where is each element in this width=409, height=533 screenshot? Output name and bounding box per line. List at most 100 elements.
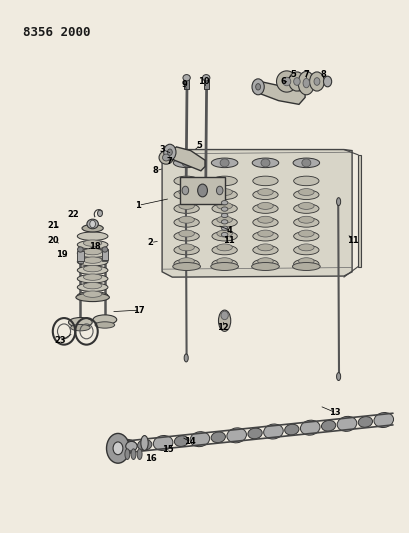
Circle shape — [323, 76, 331, 87]
Ellipse shape — [178, 203, 194, 209]
Ellipse shape — [182, 75, 190, 81]
Ellipse shape — [173, 190, 199, 199]
Bar — [101, 249, 108, 260]
Ellipse shape — [257, 258, 272, 265]
Ellipse shape — [220, 311, 228, 320]
Text: 11: 11 — [346, 237, 358, 246]
Ellipse shape — [252, 190, 277, 199]
Text: 12: 12 — [217, 323, 229, 332]
Ellipse shape — [102, 247, 108, 252]
Ellipse shape — [211, 217, 237, 227]
Ellipse shape — [174, 436, 188, 447]
Ellipse shape — [357, 417, 372, 427]
Ellipse shape — [336, 198, 340, 206]
Ellipse shape — [218, 310, 230, 332]
Ellipse shape — [83, 265, 101, 272]
Ellipse shape — [159, 151, 173, 164]
Ellipse shape — [184, 354, 188, 362]
Ellipse shape — [263, 424, 283, 439]
Ellipse shape — [172, 263, 200, 270]
Ellipse shape — [126, 441, 137, 451]
Text: 17: 17 — [133, 305, 144, 314]
Ellipse shape — [221, 232, 227, 237]
Bar — [357, 155, 361, 266]
Bar — [77, 251, 83, 261]
Ellipse shape — [87, 219, 98, 229]
Ellipse shape — [93, 315, 117, 325]
Polygon shape — [167, 147, 204, 171]
Ellipse shape — [293, 78, 299, 85]
Circle shape — [252, 79, 264, 95]
Ellipse shape — [178, 258, 194, 265]
Ellipse shape — [141, 435, 148, 450]
Text: 5: 5 — [289, 70, 295, 78]
Ellipse shape — [83, 291, 101, 297]
Circle shape — [255, 84, 260, 90]
Ellipse shape — [211, 231, 237, 241]
Text: 10: 10 — [198, 77, 209, 86]
Ellipse shape — [173, 176, 199, 185]
Ellipse shape — [216, 230, 232, 237]
Circle shape — [167, 149, 172, 156]
Circle shape — [197, 184, 207, 197]
Bar — [102, 252, 107, 261]
Ellipse shape — [211, 432, 225, 442]
Text: 8: 8 — [320, 70, 326, 78]
Text: 13: 13 — [328, 408, 340, 417]
Ellipse shape — [257, 203, 272, 209]
Text: 8: 8 — [152, 166, 157, 175]
Ellipse shape — [298, 189, 313, 196]
Ellipse shape — [221, 220, 227, 224]
Ellipse shape — [252, 158, 278, 167]
Ellipse shape — [309, 72, 324, 91]
Ellipse shape — [216, 203, 232, 209]
Ellipse shape — [293, 217, 318, 227]
Ellipse shape — [252, 259, 277, 269]
Ellipse shape — [302, 78, 309, 88]
Ellipse shape — [373, 413, 393, 427]
Ellipse shape — [252, 245, 277, 255]
Circle shape — [106, 433, 129, 463]
Text: 6: 6 — [280, 77, 286, 86]
Text: 14: 14 — [183, 438, 195, 447]
Ellipse shape — [293, 231, 318, 241]
Ellipse shape — [284, 424, 298, 435]
Ellipse shape — [137, 440, 151, 450]
Ellipse shape — [216, 244, 232, 251]
Ellipse shape — [68, 318, 92, 327]
Polygon shape — [253, 82, 304, 104]
Ellipse shape — [83, 248, 101, 255]
Text: 1: 1 — [134, 201, 140, 210]
Text: 21: 21 — [47, 221, 59, 230]
Text: 7: 7 — [166, 157, 171, 166]
Ellipse shape — [293, 259, 318, 269]
Bar — [203, 78, 208, 90]
Ellipse shape — [77, 292, 108, 300]
Ellipse shape — [288, 72, 304, 91]
Ellipse shape — [77, 247, 83, 252]
Polygon shape — [162, 150, 351, 277]
Ellipse shape — [82, 224, 103, 232]
Ellipse shape — [70, 325, 90, 331]
Ellipse shape — [137, 449, 142, 459]
Ellipse shape — [131, 449, 136, 459]
Bar — [184, 78, 189, 90]
Bar — [78, 253, 83, 263]
Ellipse shape — [298, 258, 313, 265]
Ellipse shape — [257, 216, 272, 223]
Ellipse shape — [83, 257, 101, 263]
Ellipse shape — [77, 249, 108, 257]
Ellipse shape — [292, 158, 319, 167]
Ellipse shape — [252, 176, 277, 185]
Circle shape — [97, 210, 102, 216]
Text: 9: 9 — [181, 80, 187, 89]
Ellipse shape — [276, 71, 296, 92]
Ellipse shape — [83, 274, 101, 280]
Ellipse shape — [298, 230, 313, 237]
Ellipse shape — [292, 263, 319, 270]
Ellipse shape — [211, 204, 237, 213]
Ellipse shape — [221, 200, 227, 205]
Ellipse shape — [293, 190, 318, 199]
Ellipse shape — [298, 203, 313, 209]
Text: 8356 2000: 8356 2000 — [23, 26, 90, 39]
